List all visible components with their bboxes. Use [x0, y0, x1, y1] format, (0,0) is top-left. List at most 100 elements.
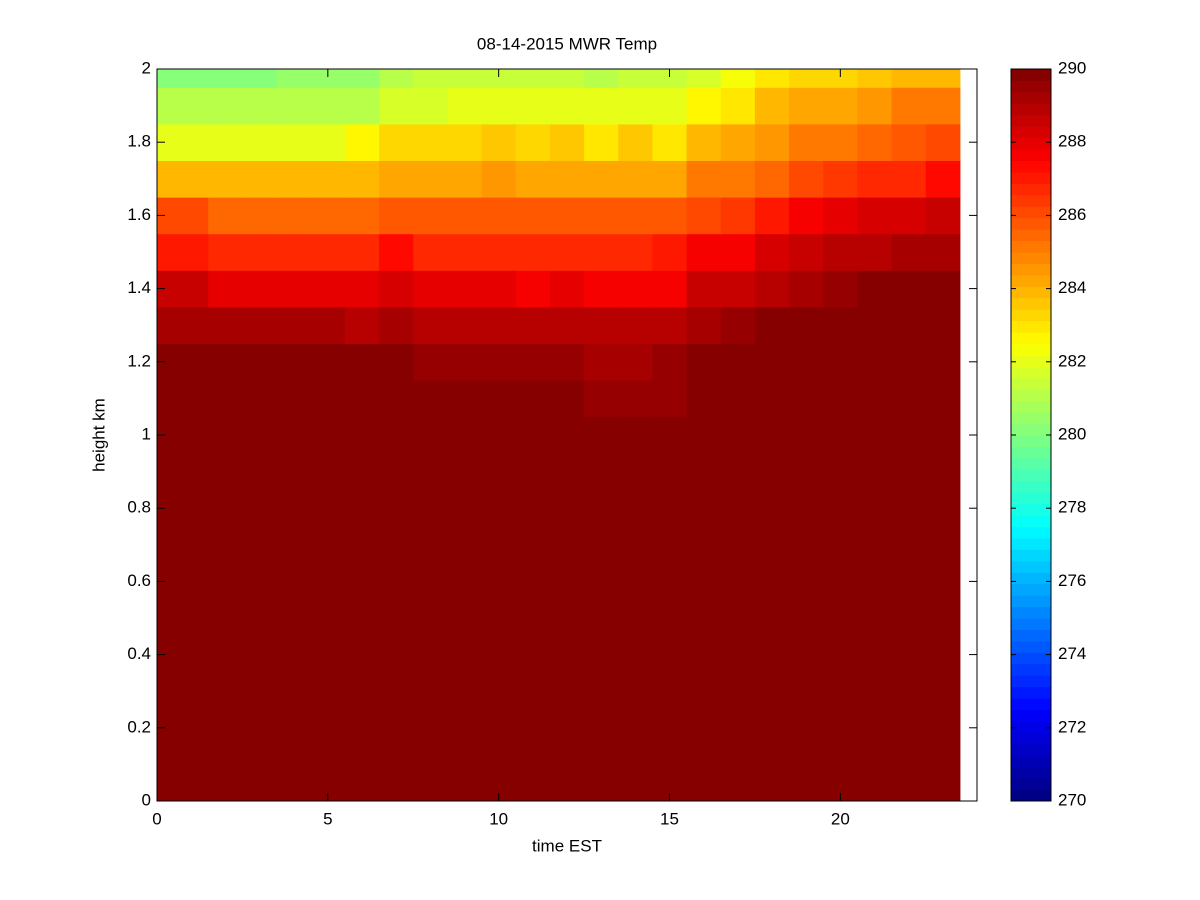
heatmap-cell [515, 380, 551, 418]
y-tick-label: 0.6 [127, 571, 151, 590]
heatmap-cell [549, 160, 585, 198]
heatmap-cell [584, 123, 619, 161]
heatmap-cell [481, 160, 517, 198]
heatmap-cell [447, 380, 483, 418]
heatmap-cell [242, 270, 278, 308]
colorbar-swatch [1011, 69, 1051, 81]
x-tick-label: 5 [323, 809, 332, 828]
heatmap-cell [344, 197, 380, 235]
heatmap-cell [208, 270, 243, 308]
colorbar-swatch [1011, 80, 1051, 93]
heatmap-cell [157, 380, 209, 418]
colorbar-swatch [1011, 526, 1051, 539]
heatmap-cell [157, 69, 209, 88]
colorbar-swatch [1011, 640, 1051, 653]
heatmap-cell [686, 160, 722, 198]
heatmap-cell [652, 380, 688, 418]
colorbar-swatch [1011, 377, 1051, 390]
heatmap-cell [720, 233, 756, 271]
heatmap-cell [344, 343, 380, 381]
heatmap-cell [242, 380, 278, 418]
heatmap-cell [584, 270, 619, 308]
heatmap-cell [686, 306, 722, 344]
heatmap-cell [310, 343, 346, 381]
heatmap-cell [157, 416, 209, 801]
heatmap-cell [310, 87, 346, 125]
heatmap-cell [925, 380, 961, 418]
y-axis-label: height km [89, 398, 108, 472]
colorbar-swatch [1011, 297, 1051, 310]
colorbar-tick-label: 278 [1058, 498, 1086, 517]
heatmap-cell [413, 69, 448, 88]
colorbar-swatch [1011, 423, 1051, 436]
heatmap-cell [310, 69, 346, 88]
heatmap-cell [447, 69, 483, 88]
heatmap-cell [584, 306, 619, 344]
heatmap-cell [242, 343, 278, 381]
colorbar-swatch [1011, 354, 1051, 367]
colorbar-swatch [1011, 126, 1051, 139]
heatmap-cell [515, 69, 551, 88]
heatmap-cell [310, 416, 346, 801]
y-tick-label: 1.6 [127, 205, 151, 224]
heatmap-cell [789, 123, 824, 161]
heatmap-cell [754, 197, 790, 235]
colorbar-swatch [1011, 446, 1051, 459]
colorbar-swatch [1011, 400, 1051, 413]
x-tick-label: 20 [831, 809, 850, 828]
heatmap-cell [310, 197, 346, 235]
heatmap-cell [754, 233, 790, 271]
heatmap-cell [857, 343, 893, 381]
heatmap-cell [584, 197, 619, 235]
heatmap-cell [549, 343, 585, 381]
heatmap-cell [344, 233, 380, 271]
heatmap-cell [157, 123, 209, 161]
y-tick-label: 0 [142, 790, 151, 809]
heatmap-cell [789, 416, 824, 801]
colorbar-swatch [1011, 457, 1051, 470]
heatmap-cell [379, 306, 414, 344]
heatmap-cell [344, 123, 380, 161]
heatmap-cell [276, 197, 312, 235]
colorbar-swatch [1011, 537, 1051, 550]
heatmap-cell [618, 197, 653, 235]
heatmap-cell [584, 160, 619, 198]
heatmap-cell [481, 69, 517, 88]
colorbar-swatch [1011, 91, 1051, 104]
colorbar-swatch [1011, 629, 1051, 642]
heatmap-cell [891, 160, 927, 198]
heatmap-cell [857, 380, 893, 418]
heatmap-cell [618, 123, 653, 161]
y-tick-label: 1.8 [127, 132, 151, 151]
heatmap-cell [276, 416, 312, 801]
colorbar-swatch [1011, 114, 1051, 127]
heatmap-cell [208, 233, 243, 271]
colorbar-swatch [1011, 274, 1051, 287]
heatmap-cell [481, 123, 517, 161]
heatmap-cell [413, 160, 448, 198]
colorbar-swatch [1011, 515, 1051, 527]
heatmap-cell [549, 123, 585, 161]
colorbar-swatch [1011, 503, 1051, 516]
heatmap-cell [925, 343, 961, 381]
heatmap-cell [379, 270, 414, 308]
heatmap-cell [379, 416, 414, 801]
y-tick-label: 2 [142, 58, 151, 77]
heatmap [157, 69, 961, 801]
colorbar-swatch [1011, 332, 1051, 344]
heatmap-cell [481, 233, 517, 271]
heatmap-cell [208, 306, 243, 344]
heatmap-cell [925, 87, 961, 125]
heatmap-cell [891, 123, 927, 161]
heatmap-cell [891, 270, 927, 308]
heatmap-cell [754, 160, 790, 198]
heatmap-cell [379, 197, 414, 235]
colorbar-tick-label: 288 [1058, 132, 1086, 151]
heatmap-cell [789, 343, 824, 381]
x-tick-label: 0 [152, 809, 161, 828]
heatmap-cell [208, 380, 243, 418]
colorbar-tick-label: 280 [1058, 424, 1086, 443]
colorbar-swatch [1011, 366, 1051, 379]
colorbar-swatch [1011, 171, 1051, 184]
